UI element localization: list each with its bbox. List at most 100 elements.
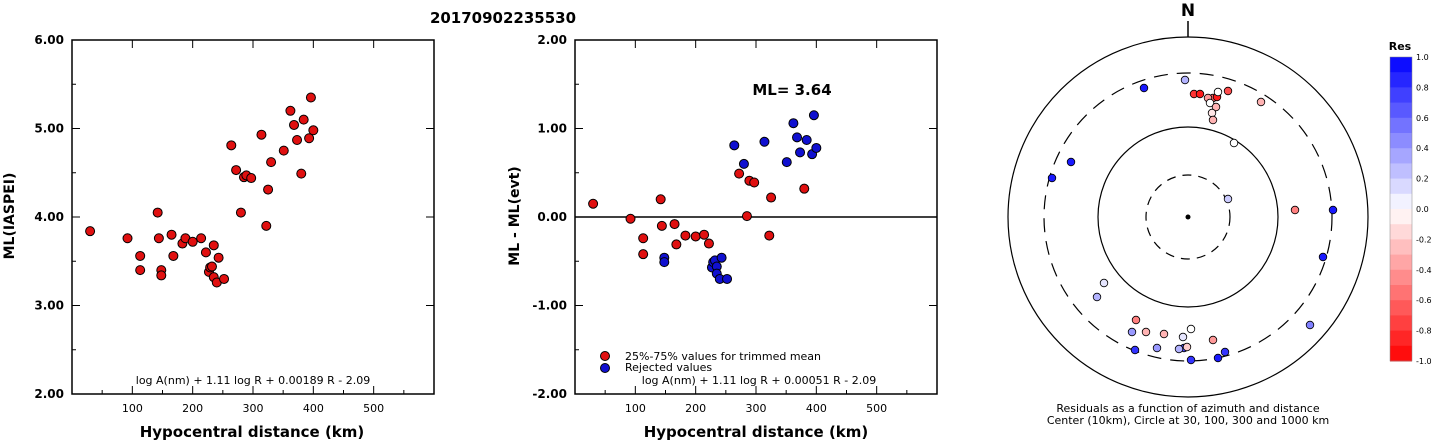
y-axis-label: ML(IASPEI) — [2, 173, 18, 260]
colorbar-segment — [1390, 224, 1412, 240]
ml-distance-chart: 100 200 300 400 500 2.00 3.00 4.00 5.00 6.00 log … — [2, 33, 435, 441]
caption-line-2: Center (10km), Circle at 30, 100, 300 an… — [1047, 414, 1329, 427]
data-point — [196, 233, 207, 244]
residual-point — [1229, 138, 1239, 148]
y-tick-label: -1.00 — [532, 299, 567, 313]
data-point — [304, 133, 315, 144]
residual-point — [1205, 98, 1215, 108]
data-point — [699, 229, 710, 240]
legend-marker-rejected — [600, 363, 610, 373]
legend-entry-rejected: Rejected values — [625, 361, 712, 374]
residual-point — [1180, 75, 1190, 85]
colorbar-segment — [1390, 163, 1412, 180]
x-tick-label: 100 — [625, 402, 646, 415]
colorbar-tick-label: -0.4 — [1416, 266, 1432, 275]
data-point — [638, 233, 649, 244]
data-point — [655, 194, 666, 205]
residual-point — [1328, 205, 1338, 215]
residual-point — [1223, 86, 1233, 96]
data-point — [226, 140, 237, 151]
plot-frame — [71, 39, 435, 395]
data-point — [231, 165, 242, 176]
residual-point — [1127, 327, 1137, 337]
x-tick-label: 200 — [685, 402, 706, 415]
residual-point — [1186, 355, 1196, 365]
colorbar-title: Res — [1389, 40, 1412, 53]
center-dot — [1185, 214, 1191, 220]
x-tick-label: 300 — [746, 402, 767, 415]
dashed-circle-300km — [1043, 72, 1333, 362]
data-point — [206, 261, 217, 272]
residual-point — [1220, 347, 1230, 357]
residual-point — [1208, 115, 1218, 125]
colorbar-border — [1389, 56, 1413, 362]
colorbar-segment — [1390, 209, 1412, 225]
residual-point — [1182, 342, 1192, 352]
data-point — [734, 168, 745, 179]
data-point — [808, 110, 819, 121]
x-tick-label: 400 — [303, 402, 324, 415]
data-point — [795, 147, 806, 158]
colorbar-segment — [1390, 315, 1412, 332]
colorbar-segment — [1390, 330, 1412, 347]
data-point — [764, 230, 775, 241]
residual-point — [1211, 102, 1221, 112]
data-point — [187, 236, 198, 247]
data-point — [135, 265, 146, 276]
data-point — [690, 231, 701, 242]
data-point — [781, 157, 792, 168]
x-tick-label: 200 — [182, 402, 203, 415]
data-point — [263, 184, 274, 195]
data-point — [656, 220, 667, 231]
data-point — [722, 273, 733, 284]
residual-point — [1208, 335, 1218, 345]
data-point — [729, 140, 740, 151]
data-point — [801, 135, 812, 146]
data-point — [266, 157, 277, 168]
data-point — [278, 145, 289, 156]
x-tick-label: 500 — [866, 402, 887, 415]
data-point — [166, 229, 177, 240]
data-point — [811, 142, 822, 153]
residual-point — [1305, 320, 1315, 330]
colorbar-tick-label: 0.4 — [1416, 144, 1429, 153]
data-point — [246, 173, 257, 184]
residual-point — [1066, 157, 1076, 167]
y-tick-label: 2.00 — [34, 387, 64, 401]
data-point — [153, 233, 164, 244]
ml-annotation: ML= 3.64 — [752, 81, 831, 99]
data-point — [200, 247, 211, 258]
residual-point — [1159, 329, 1169, 339]
caption-line-1: Residuals as a function of azimuth and d… — [1056, 402, 1319, 415]
colorbar-tick-label: -0.6 — [1416, 296, 1432, 305]
y-tick-label: 2.00 — [537, 33, 567, 47]
colorbar-tick-label: 1.0 — [1416, 53, 1429, 62]
azimuth-residual-plot: N Residuals as a function of azimuth and… — [1007, 1, 1369, 427]
y-tick-label: 0.00 — [537, 210, 567, 224]
colorbar-segment — [1390, 300, 1412, 316]
data-point — [625, 213, 636, 224]
data-point — [261, 220, 272, 231]
x-tick-label: 300 — [243, 402, 264, 415]
legend: 25%-75% values for trimmed mean Rejected… — [600, 350, 821, 374]
data-point — [135, 250, 146, 261]
legend-entry-trimmed: 25%-75% values for trimmed mean — [625, 350, 821, 363]
data-point — [588, 198, 599, 209]
residual-point — [1174, 344, 1184, 354]
residual-point — [1213, 353, 1223, 363]
colorbar-segment — [1390, 148, 1412, 164]
residual-point — [1223, 194, 1233, 204]
residual-point — [1256, 97, 1266, 107]
colorbar-segment — [1390, 178, 1412, 195]
residual-point — [1131, 315, 1141, 325]
residual-point — [1318, 252, 1328, 262]
data-point — [152, 207, 163, 218]
data-point — [289, 119, 300, 130]
colorbar-segment — [1390, 57, 1412, 73]
colorbar: Res 1.0 0.8 0.6 0.4 0.2 0.0 -0.2 -0.4 -0.6 -0.8 -1… — [1389, 40, 1432, 366]
data-point — [741, 211, 752, 222]
colorbar-segment — [1390, 133, 1412, 149]
residual-point — [1207, 108, 1217, 118]
y-tick-label: 1.00 — [537, 122, 567, 136]
data-point — [235, 207, 246, 218]
